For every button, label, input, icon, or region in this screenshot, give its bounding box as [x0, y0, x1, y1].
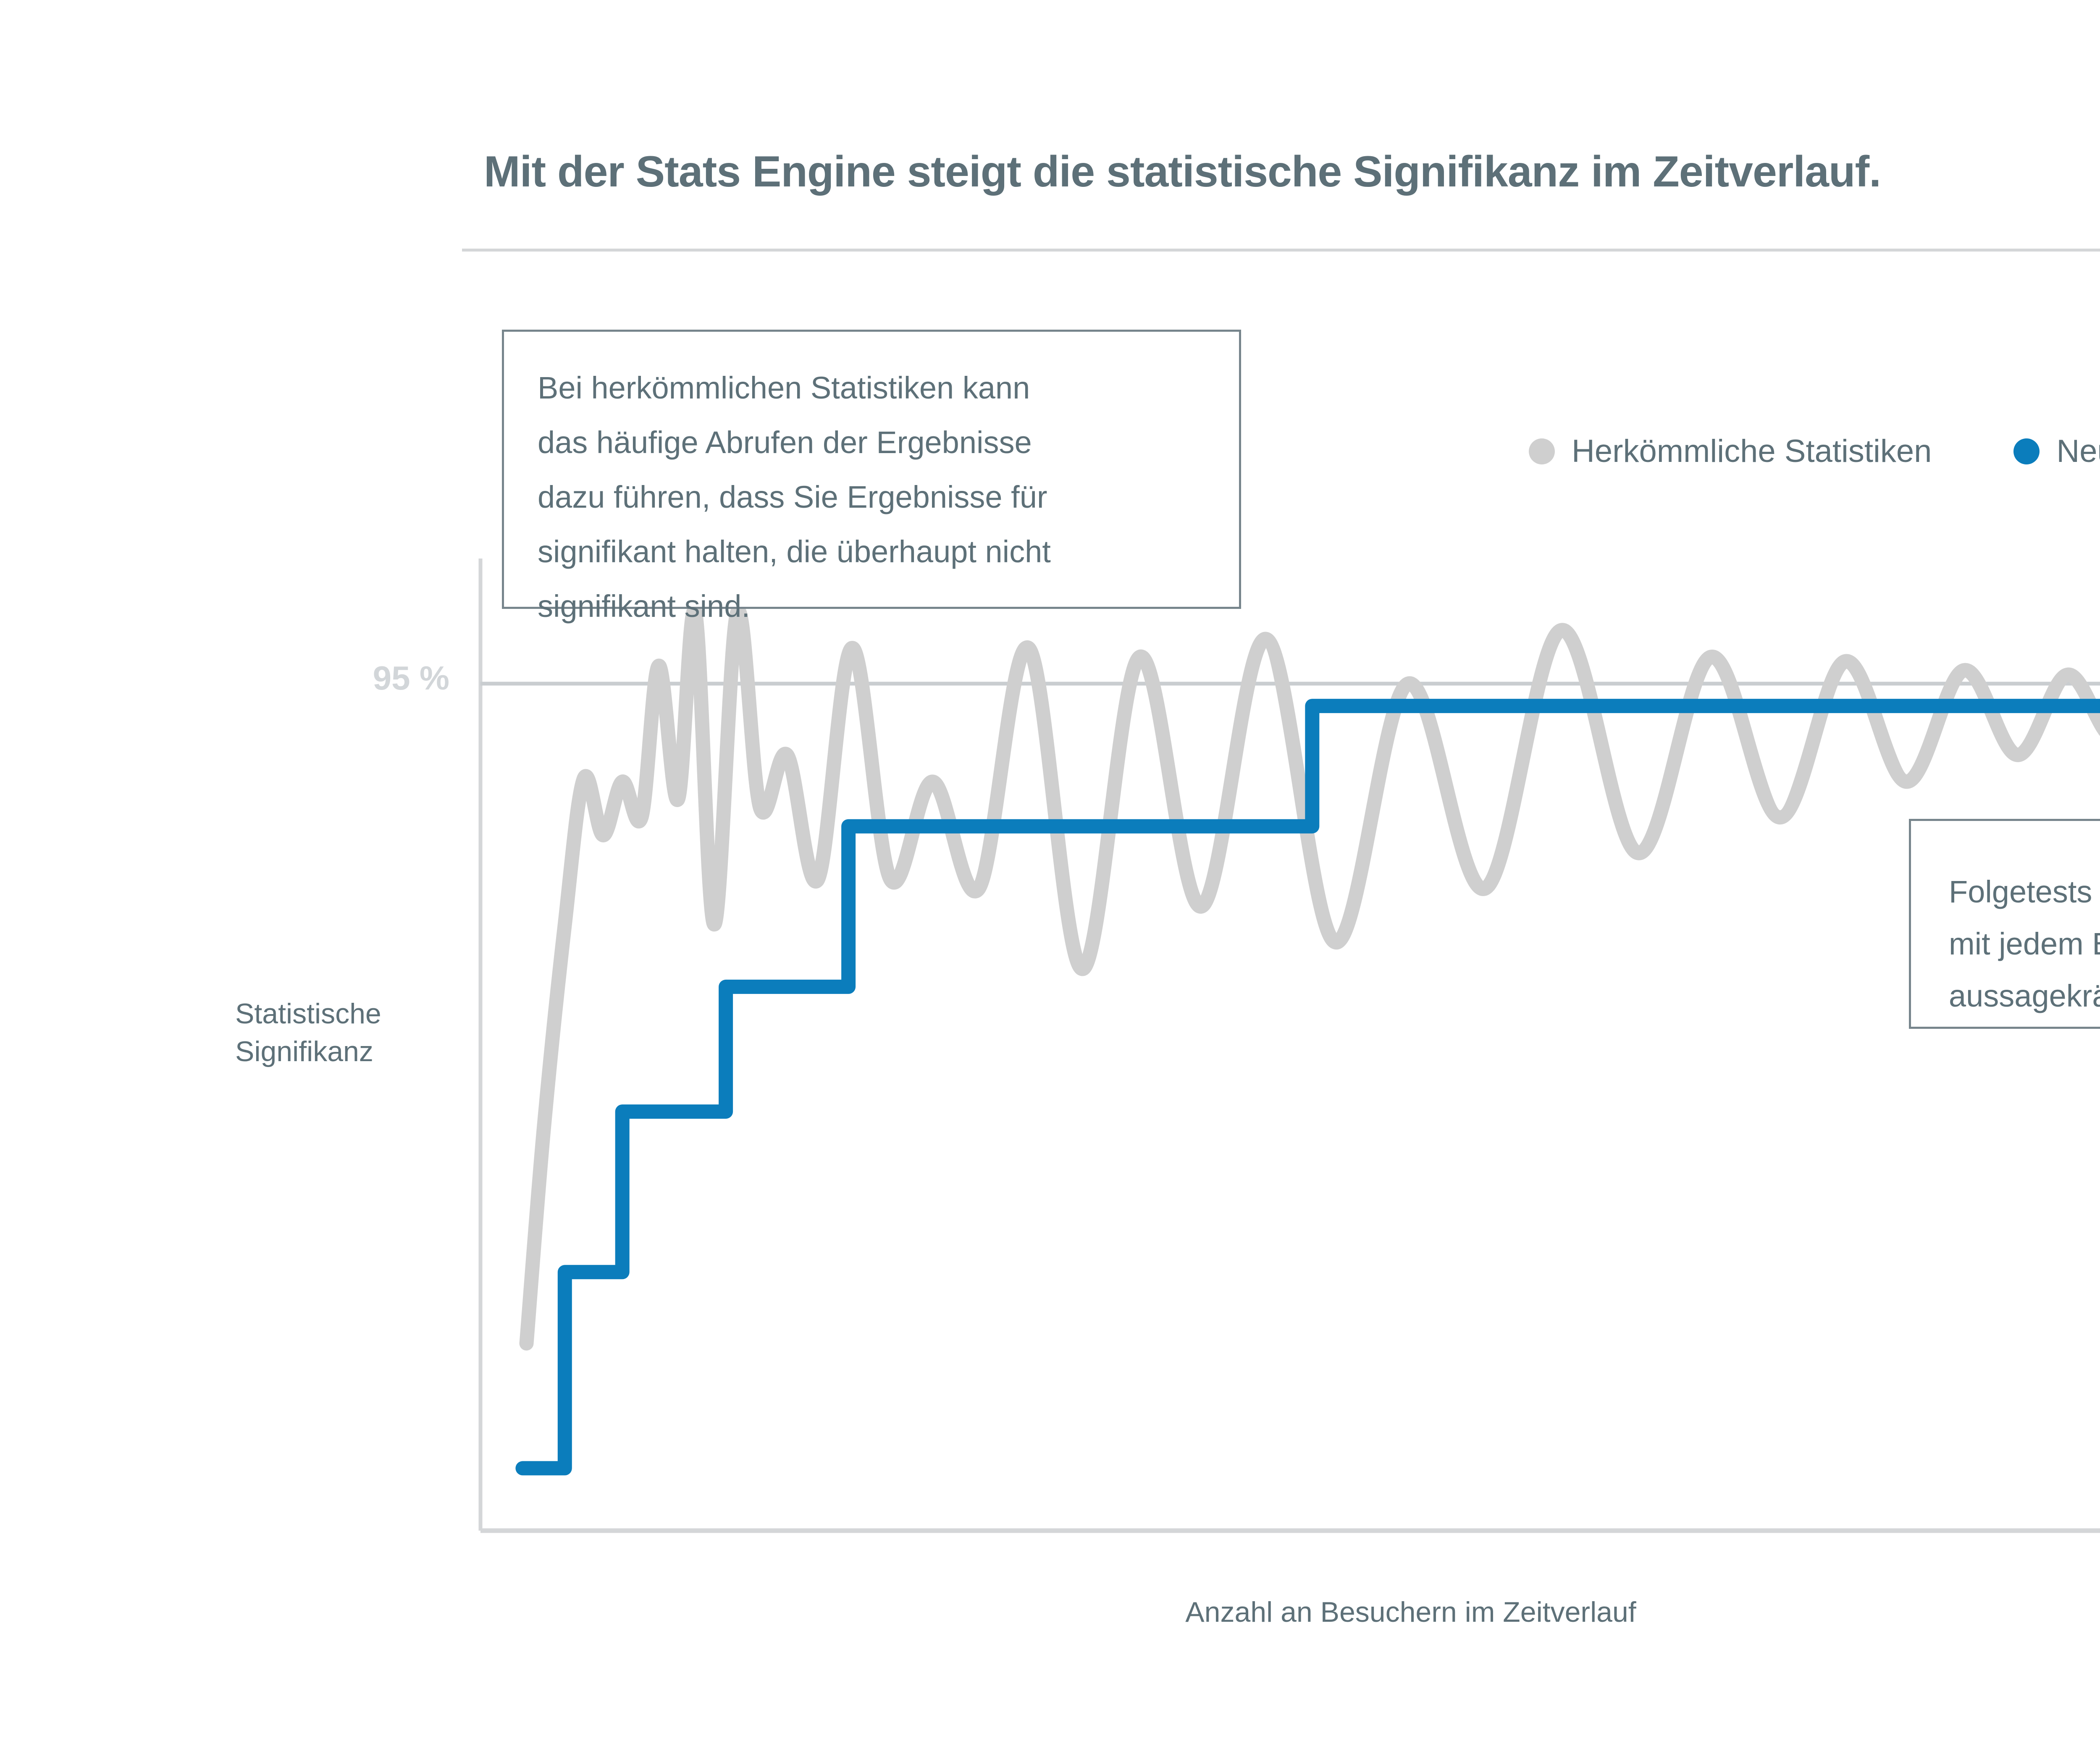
page-title: Mit der Stats Engine steigt die statisti…	[484, 147, 1881, 196]
y-axis-tick-95: 95 %	[373, 659, 449, 697]
legend-dot-stats-engine-icon	[2013, 438, 2040, 464]
series-traditional-statistics	[519, 603, 2100, 1351]
x-axis-label: Anzahl an Besuchern im Zeitverlauf	[1185, 1596, 1636, 1628]
series-new-stats-engine	[515, 699, 2100, 1476]
legend-label-traditional: Herkömmliche Statistiken	[1572, 433, 1932, 469]
chart-legend: Herkömmliche Statistiken Neue Stats Engi…	[1529, 428, 2100, 475]
callout-2-line-1: Folgetests werden	[1949, 874, 2100, 909]
legend-item-traditional[interactable]: Herkömmliche Statistiken	[1529, 435, 1932, 467]
callout-traditional-stats-warning: Bei herkömmlichen Statistiken kann das h…	[502, 330, 1241, 622]
callout-1-line-1: Bei herkömmlichen Statistiken kann	[538, 370, 1030, 405]
legend-item-stats-engine[interactable]: Neue Stats Engine	[2013, 435, 2100, 467]
callout-1-line-2: das häufige Abrufen der Ergebnisse	[538, 425, 1032, 460]
y-axis-label-line1: Statistische	[235, 998, 381, 1030]
y-axis-label: Statistische Signifikanz	[235, 995, 454, 1071]
callout-2-line-2: mit jedem Besucher	[1949, 926, 2100, 961]
legend-label-stats-engine: Neue Stats Engine	[2056, 433, 2100, 469]
callout-1-line-3: dazu führen, dass Sie Ergebnisse für	[538, 480, 1047, 514]
legend-dot-traditional-icon	[1529, 438, 1555, 464]
title-divider	[462, 249, 2100, 252]
callout-1-line-4: signifikant halten, die überhaupt nicht	[538, 534, 1051, 569]
callout-2-line-3: aussagekräftiger.	[1949, 978, 2100, 1013]
callout-1-line-5: signifikant sind.	[538, 589, 750, 624]
y-axis-label-line2: Signifikanz	[235, 1035, 373, 1067]
callout-follow-up-tests: Folgetests werden mit jedem Besucher aus…	[1909, 819, 2100, 1029]
